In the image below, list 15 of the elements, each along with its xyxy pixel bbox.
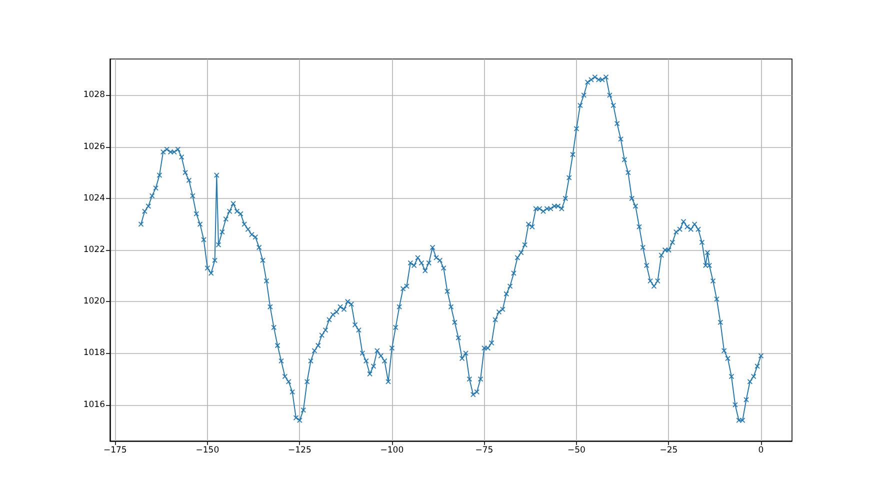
y-tick-label: 1016 (83, 400, 105, 410)
y-tick-label: 1020 (83, 296, 105, 307)
y-tick-label: 1028 (83, 90, 105, 100)
y-tick-label: 1018 (83, 348, 105, 358)
y-tick-label: 1022 (83, 245, 105, 255)
x-tick-label: −150 (196, 446, 220, 456)
x-tick-label: −25 (660, 446, 678, 456)
x-tick-label: −75 (475, 446, 494, 456)
y-tick-label: 1024 (83, 193, 105, 204)
x-tick-label: 0 (758, 446, 764, 456)
x-tick-label: −50 (568, 446, 586, 456)
y-tick-label: 1026 (83, 142, 105, 152)
x-tick-label: −100 (380, 446, 404, 456)
x-tick-label: −125 (288, 446, 312, 456)
x-tick-label: −175 (103, 446, 127, 456)
